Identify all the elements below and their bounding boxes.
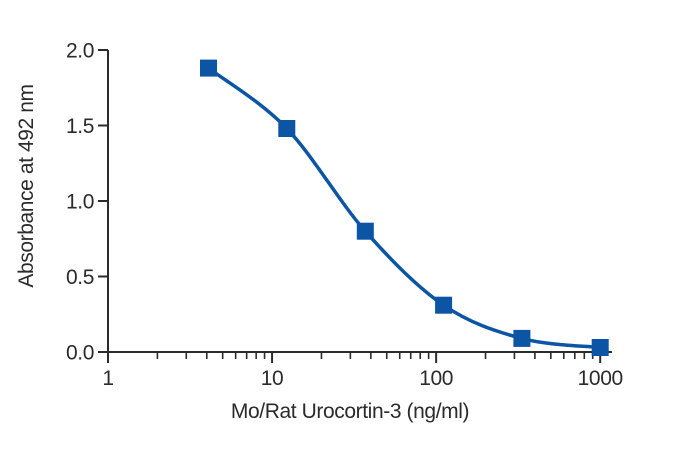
y-tick-label: 1.0: [66, 190, 94, 213]
y-tick-label: 0.0: [66, 341, 94, 364]
plot-series: [200, 59, 609, 356]
y-tick-label: 2.0: [66, 39, 94, 62]
data-point-marker: [278, 120, 296, 137]
y-tick-label: 0.5: [66, 266, 94, 289]
data-point-marker: [356, 222, 374, 240]
tick-labels: 0.0 0.5 1.0 1.5 2.0 1 10 100 1000: [66, 39, 623, 390]
x-tick-label: 1000: [578, 367, 623, 390]
y-tick-label: 1.5: [66, 115, 94, 138]
x-tick-label: 100: [419, 367, 453, 390]
data-point-marker: [591, 339, 609, 356]
axes: [98, 49, 612, 363]
data-point-marker: [200, 59, 217, 77]
x-axis-title: Mo/Rat Urocortin-3 (ng/ml): [231, 400, 469, 423]
data-point-marker: [513, 329, 531, 347]
data-point-marker: [435, 296, 453, 314]
y-axis-title: Absorbance at 492 nm: [15, 84, 38, 287]
x-tick-label: 1: [102, 367, 113, 390]
standard-curve-line: [206, 66, 602, 350]
x-tick-label: 10: [261, 367, 284, 390]
